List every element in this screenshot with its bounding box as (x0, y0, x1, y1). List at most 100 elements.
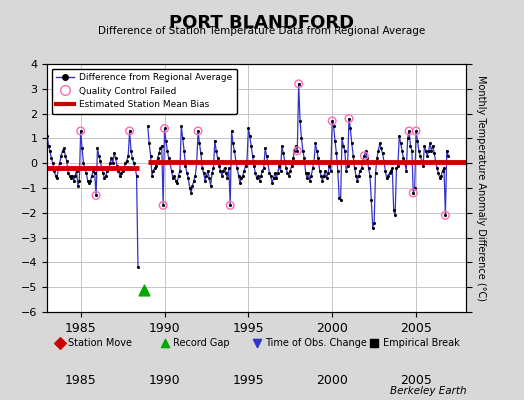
Point (209, 165, 217, 171)
Point (258, 168, 267, 174)
Point (364, 165, 373, 171)
Text: 2005: 2005 (400, 374, 432, 387)
Point (290, 148, 299, 154)
Point (320, 172, 328, 179)
Point (61, 152, 70, 159)
Point (368, 224, 377, 231)
Point (283, 170, 292, 176)
Point (359, 158, 367, 164)
Point (185, 185, 194, 191)
Point (222, 170, 230, 176)
Point (201, 177, 209, 184)
Point (269, 175, 278, 181)
Point (328, 118, 336, 124)
Point (190, 177, 198, 184)
Point (318, 177, 326, 184)
Point (196, 150, 205, 156)
Point (233, 165, 242, 171)
Point (91, 170, 99, 176)
Point (412, 128, 420, 134)
Point (200, 170, 208, 176)
Point (394, 162, 402, 169)
Text: Record Gap: Record Gap (173, 338, 230, 348)
Point (271, 170, 279, 176)
Point (60, 145, 68, 152)
Point (408, 148, 416, 154)
Point (92, 192, 100, 199)
Point (234, 172, 243, 179)
Point (163, 148, 171, 154)
Text: Time of Obs. Change: Time of Obs. Change (265, 338, 367, 348)
Point (413, 138, 422, 144)
Point (338, 135, 346, 142)
Point (347, 140, 356, 146)
Point (187, 190, 195, 196)
Point (427, 148, 435, 154)
Point (129, 160, 138, 166)
Point (296, 118, 304, 124)
Point (78, 145, 86, 152)
Point (279, 150, 288, 156)
Point (324, 170, 332, 176)
Point (304, 170, 313, 176)
Point (255, 177, 264, 184)
Point (416, 152, 424, 159)
Point (66, 172, 74, 179)
Point (134, 264, 142, 270)
Point (202, 172, 211, 179)
Point (89, 168, 97, 174)
Legend: Difference from Regional Average, Quality Control Failed, Estimated Station Mean: Difference from Regional Average, Qualit… (52, 68, 236, 114)
Point (307, 172, 315, 179)
Point (103, 168, 112, 174)
Point (79, 160, 88, 166)
Text: Difference of Station Temperature Data from Regional Average: Difference of Station Temperature Data f… (99, 26, 425, 36)
Point (405, 128, 413, 134)
Point (216, 168, 225, 174)
Point (229, 140, 237, 146)
Point (330, 123, 338, 129)
Point (378, 150, 387, 156)
Point (188, 182, 196, 189)
Point (439, 168, 447, 174)
Point (128, 155, 137, 162)
Point (250, 162, 258, 169)
Point (198, 165, 206, 171)
Point (106, 160, 114, 166)
Point (282, 165, 290, 171)
Point (300, 155, 309, 162)
Point (331, 138, 339, 144)
Point (325, 162, 334, 169)
Point (160, 340, 169, 346)
Point (399, 155, 408, 162)
Point (240, 168, 248, 174)
Point (362, 148, 370, 154)
Point (97, 165, 106, 171)
Point (93, 145, 102, 152)
Point (437, 172, 445, 179)
Point (426, 140, 434, 146)
Point (389, 207, 398, 214)
Point (419, 162, 427, 169)
Text: 1995: 1995 (233, 374, 264, 387)
Point (334, 168, 342, 174)
Text: Empirical Break: Empirical Break (383, 338, 459, 348)
Point (112, 155, 120, 162)
Point (328, 118, 336, 124)
Point (370, 340, 378, 346)
Point (275, 162, 283, 169)
Point (226, 202, 234, 208)
Point (264, 160, 272, 166)
Point (116, 172, 124, 179)
Point (293, 148, 301, 154)
Point (242, 162, 250, 169)
Point (191, 172, 200, 179)
Point (429, 143, 437, 149)
Point (88, 172, 96, 179)
Point (405, 128, 413, 134)
Point (95, 152, 103, 159)
Point (227, 128, 236, 134)
Point (336, 197, 345, 204)
Point (332, 150, 341, 156)
Point (173, 180, 181, 186)
Point (127, 148, 135, 154)
